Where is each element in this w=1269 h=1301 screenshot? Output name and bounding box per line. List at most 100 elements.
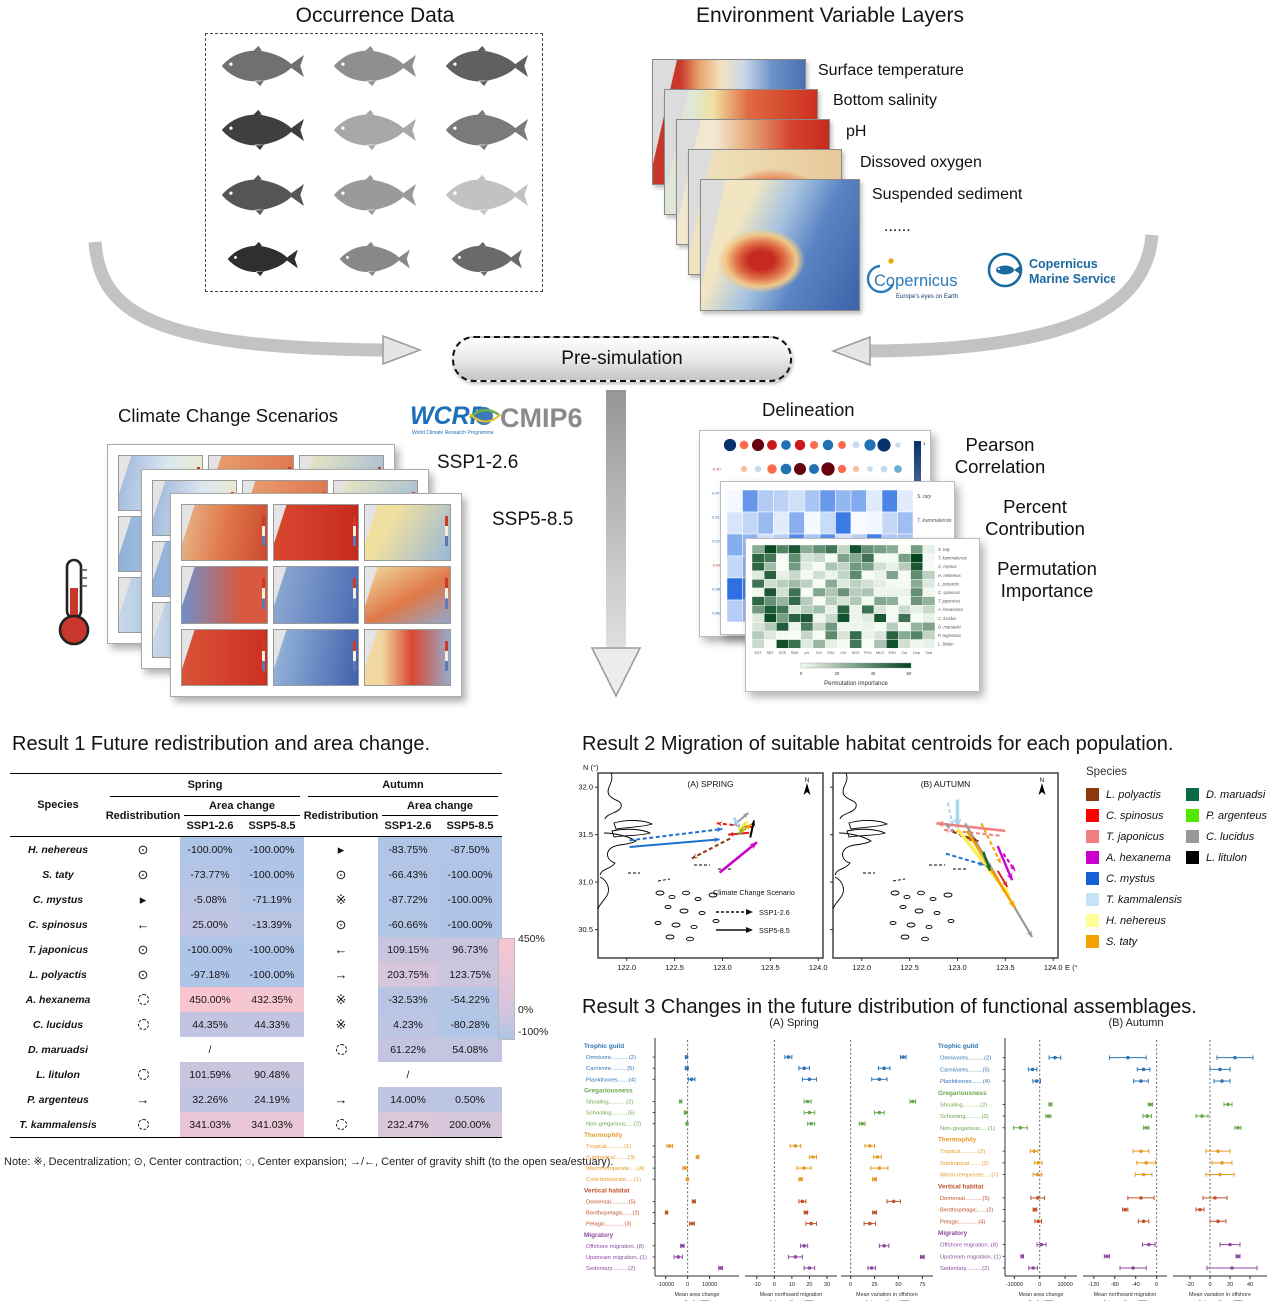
svg-text:Sed: Sed xyxy=(925,651,932,655)
result3-title: Result 3 Changes in the future distribut… xyxy=(582,996,1197,1018)
table-row: A. hexanema 450.00% 432.35% ※ -32.53% -54.22% xyxy=(10,987,502,1012)
svg-text:Tropical...........(1): Tropical...........(1) xyxy=(586,1144,631,1150)
svg-text:-10000: -10000 xyxy=(1006,1282,1023,1288)
svg-text:60: 60 xyxy=(907,671,912,676)
svg-text:10000: 10000 xyxy=(702,1282,717,1288)
svg-text:31.5: 31.5 xyxy=(578,830,593,839)
svg-text:Planktivores.......(4): Planktivores.......(4) xyxy=(586,1077,636,1083)
legend-swatch xyxy=(1086,914,1099,927)
redistribution-symbol: ⊙ xyxy=(335,916,347,932)
svg-text:A. hexanema: A. hexanema xyxy=(937,607,963,612)
svg-text:Gregariousness: Gregariousness xyxy=(584,1088,633,1095)
svg-text:Copernicus: Copernicus xyxy=(1029,257,1098,271)
svg-text:C. lucidus: C. lucidus xyxy=(938,616,957,621)
legend-item: A. hexanema xyxy=(1086,847,1186,868)
pearson-correlation-label: Pearson Correlation xyxy=(954,434,1046,478)
svg-text:123.0: 123.0 xyxy=(948,963,967,972)
svg-text:T. kammalensis: T. kammalensis xyxy=(938,556,968,561)
svg-text:Warm-temperate.....(7): Warm-temperate.....(7) xyxy=(940,1173,998,1179)
table-row: H. nehereus ⊙ -100.00% -100.00% ▸ -83.75% -87.… xyxy=(10,837,502,862)
legend-item: D. maruadsi xyxy=(1186,784,1268,805)
env-layer-label: Suspended sediment xyxy=(872,186,1023,203)
svg-text:Permutation importance: Permutation importance xyxy=(824,681,888,687)
table-row: D. maruadsi/61.22% 54.08% xyxy=(10,1037,502,1062)
svg-text:32.0: 32.0 xyxy=(578,783,593,792)
species-name: C. spinosus xyxy=(28,918,88,931)
svg-text:Schooling..........(3): Schooling..........(3) xyxy=(940,1114,989,1120)
svg-text:E (°): E (°) xyxy=(1065,963,1078,972)
svg-text:Sedentary..........(2): Sedentary..........(2) xyxy=(586,1266,635,1272)
svg-text:Gregariousness: Gregariousness xyxy=(938,1090,987,1097)
mini-map xyxy=(181,504,268,562)
svg-text:Cold-temperate.....(1): Cold-temperate.....(1) xyxy=(586,1177,641,1183)
svg-text:-0.08: -0.08 xyxy=(711,563,721,568)
legend-item: S. taty xyxy=(1086,931,1186,952)
delineation-title: Delineation xyxy=(762,399,855,420)
svg-text:Migratory: Migratory xyxy=(584,1232,614,1239)
legend-item: L. polyactis xyxy=(1086,784,1186,805)
legend-item: C. lucidus xyxy=(1186,826,1268,847)
env-layer-label: pH xyxy=(846,123,867,140)
redistribution-symbol: → xyxy=(334,1092,348,1107)
svg-text:N (°): N (°) xyxy=(583,763,599,772)
svg-text:Carnivore..........(5): Carnivore..........(5) xyxy=(586,1066,634,1072)
svg-text:P. argenteus: P. argenteus xyxy=(938,633,962,638)
table-row: S. taty ⊙ -73.77% -100.00% ⊙ -66.43% -100.00% xyxy=(10,862,502,887)
svg-text:40: 40 xyxy=(871,671,876,676)
fish-illustration xyxy=(216,45,308,87)
mini-map xyxy=(272,504,360,562)
svg-text:(B) AUTUMN: (B) AUTUMN xyxy=(921,779,971,789)
env-layer-label: Dissoved oxygen xyxy=(860,154,982,171)
svg-text:N: N xyxy=(1040,777,1045,784)
redistribution-symbol: ← xyxy=(136,917,150,932)
redistribution-symbol: ▸ xyxy=(337,841,345,857)
svg-text:(A) SPRING: (A) SPRING xyxy=(687,779,733,789)
pre-simulation-node: Pre-simulation xyxy=(452,336,792,382)
svg-text:Migratory: Migratory xyxy=(938,1230,968,1237)
climate-scenario-panel xyxy=(170,493,462,697)
svg-text:Demersal...........(5): Demersal...........(5) xyxy=(586,1199,636,1205)
svg-text:SSP5-8.5: SSP5-8.5 xyxy=(759,926,790,935)
svg-text:L. polyactis: L. polyactis xyxy=(938,581,960,586)
colorbar-mid-label: 0% xyxy=(518,1004,534,1016)
table-row: C. spinosus ← 25.00% -13.39% ⊙ -60.66% -100.00… xyxy=(10,912,502,937)
svg-text:SSP1-2.6: SSP1-2.6 xyxy=(759,908,790,917)
svg-text:Schooling..........(5): Schooling..........(5) xyxy=(586,1111,635,1117)
svg-text:Subtropical........(3): Subtropical........(3) xyxy=(586,1155,635,1161)
svg-text:Cur: Cur xyxy=(901,651,908,655)
svg-text:Benthopelagic......(2): Benthopelagic......(2) xyxy=(586,1211,640,1217)
legend-swatch xyxy=(1086,809,1099,822)
svg-text:-80: -80 xyxy=(1111,1282,1119,1288)
svg-text:122.0: 122.0 xyxy=(852,963,871,972)
svg-text:Pelagic............(3): Pelagic............(3) xyxy=(586,1222,631,1228)
environment-map-layer xyxy=(700,179,860,311)
legend-swatch xyxy=(1186,830,1199,843)
redistribution-symbol: ※ xyxy=(335,1016,347,1032)
copernicus-logo: Copernicus Europe's eyes on Earth xyxy=(866,258,958,300)
env-layer-label: ...... xyxy=(884,218,911,235)
svg-text:122.5: 122.5 xyxy=(900,963,919,972)
svg-text:Mean area change: Mean area change xyxy=(1019,1292,1064,1298)
svg-text:Demersal...........(5): Demersal...........(5) xyxy=(940,1196,990,1202)
svg-text:Sedentary..........(2): Sedentary..........(2) xyxy=(940,1266,989,1272)
svg-text:Omnivores..........(2): Omnivores..........(2) xyxy=(940,1056,991,1062)
svg-text:123.5: 123.5 xyxy=(996,963,1015,972)
legend-item: T. kammalensis xyxy=(1086,889,1186,910)
svg-text:Shoaling...........(2): Shoaling...........(2) xyxy=(940,1102,987,1108)
climate-scenarios-title: Climate Change Scenarios xyxy=(118,405,339,426)
permutation-importance-label: Permutation Importance xyxy=(997,558,1097,602)
svg-text:-0.40: -0.40 xyxy=(711,467,721,472)
svg-text:L. litulon: L. litulon xyxy=(938,642,954,647)
legend-swatch xyxy=(1086,830,1099,843)
redistribution-symbol xyxy=(304,1062,378,1087)
svg-text:Thermophily: Thermophily xyxy=(584,1132,623,1139)
svg-text:Vertical habitat: Vertical habitat xyxy=(938,1183,984,1190)
ssp1-label: SSP1-2.6 xyxy=(437,452,519,473)
col-redistribution: Redistribution xyxy=(105,810,181,822)
redistribution-symbol xyxy=(106,1012,180,1037)
svg-text:(A) Spring: (A) Spring xyxy=(769,1017,819,1029)
svg-text:0: 0 xyxy=(1208,1282,1211,1288)
svg-text:SBS: SBS xyxy=(791,651,799,655)
table-row: C. lucidus 44.35% 44.33% ※ 4.23% -80.28% xyxy=(10,1012,502,1037)
